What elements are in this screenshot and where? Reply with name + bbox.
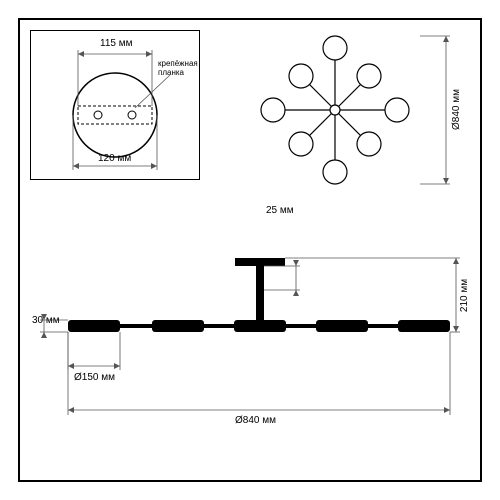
- topview-dim: [420, 30, 470, 190]
- dim-840: Ø840 мм: [235, 415, 276, 426]
- dim-30-label: 30 мм: [32, 315, 60, 326]
- inset-caption: крепёжная планка: [158, 60, 198, 78]
- sideview-diagram: [40, 230, 460, 430]
- dim-210: 210 мм: [459, 279, 470, 312]
- dim-150: Ø150 мм: [74, 372, 115, 383]
- inset-bottom-dim: 120 мм: [98, 153, 131, 164]
- topview-diameter: Ø840 мм: [451, 89, 462, 130]
- topview-diagram: [255, 30, 415, 190]
- inset-top-dim: 115 мм: [100, 38, 132, 49]
- dim-25: 25 мм: [266, 205, 294, 216]
